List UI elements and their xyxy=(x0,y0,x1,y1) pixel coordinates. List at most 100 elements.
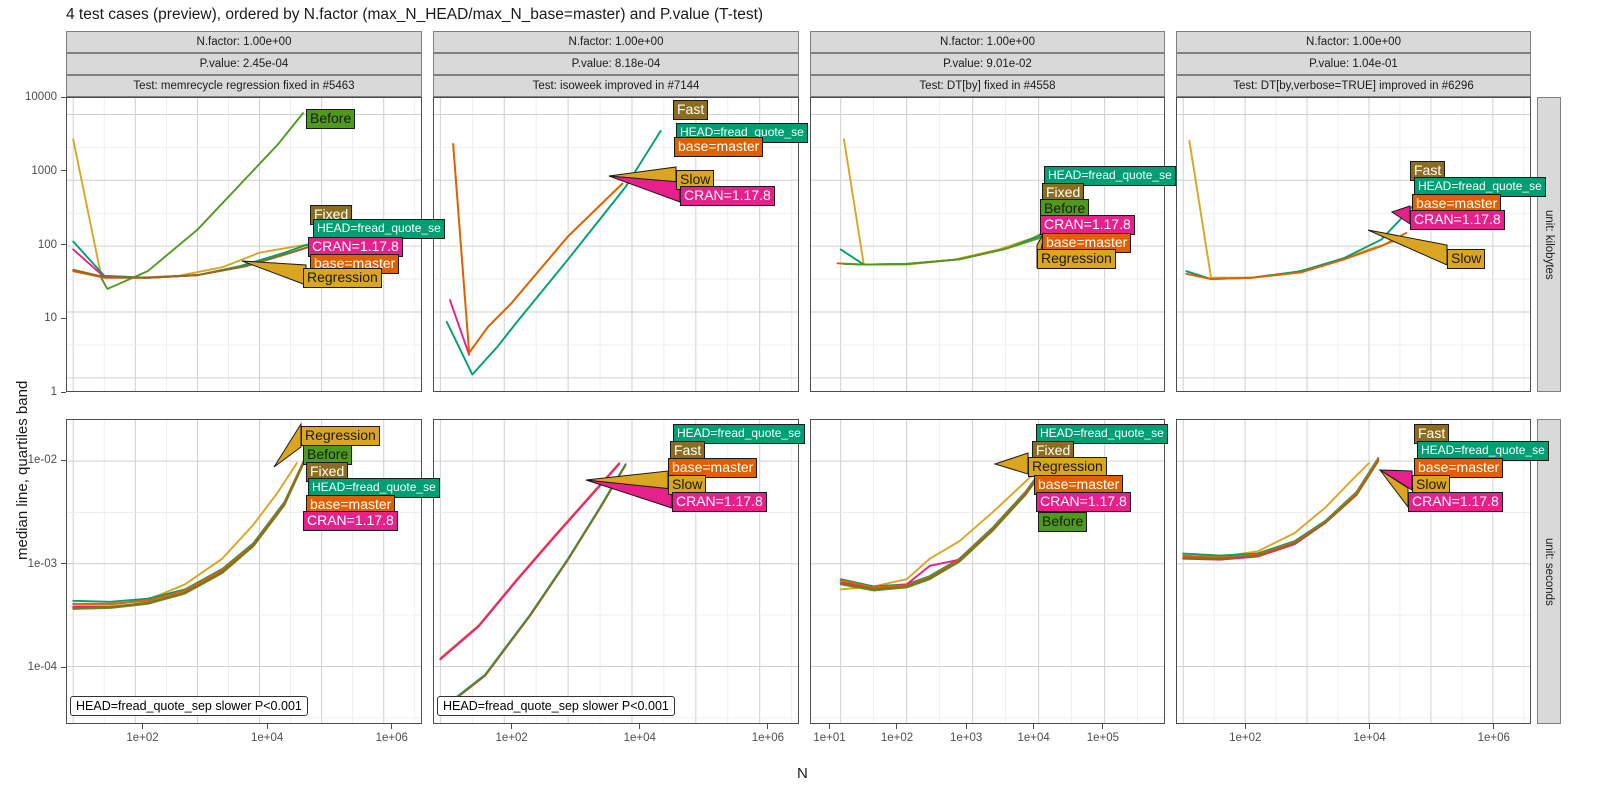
series-line xyxy=(72,456,308,608)
series-label-cran-1-17-8: CRAN=1.17.8 xyxy=(1040,215,1135,235)
x-tick-mark xyxy=(1368,724,1370,729)
facet-strip-test-col1: Test: memrecycle regression fixed in #54… xyxy=(66,75,422,97)
x-tick-mark xyxy=(639,724,641,729)
facet-panel-r2-c1[interactable] xyxy=(66,419,422,724)
series-label-base-master: base=master xyxy=(668,458,758,478)
series-label-regression: Regression xyxy=(303,268,382,288)
series-label-base-master: base=master xyxy=(674,137,764,157)
y-tick-mark xyxy=(61,459,66,461)
x-tick-mark xyxy=(896,724,898,729)
panel-footnote-col1: HEAD=fread_quote_sep slower P<0.001 xyxy=(70,696,308,716)
series-line xyxy=(839,457,1053,591)
series-line xyxy=(1182,458,1380,559)
x-tick-mark xyxy=(829,724,831,729)
series-line xyxy=(452,143,624,354)
x-tick-mark xyxy=(767,724,769,729)
y-tick-label: 1000 xyxy=(31,164,57,177)
facet-strip-p-value-col3: P.value: 9.01e-02 xyxy=(810,53,1165,75)
series-line xyxy=(1182,460,1380,560)
y-tick-label: 1 xyxy=(50,386,57,398)
y-tick-mark xyxy=(61,244,66,245)
x-tick-label: 1e+04 xyxy=(1353,732,1386,744)
x-axis-label: N xyxy=(797,765,808,782)
series-label-before: Before xyxy=(306,109,356,129)
series-label-cran-1-17-8: CRAN=1.17.8 xyxy=(680,186,775,206)
series-line xyxy=(439,463,621,661)
series-line xyxy=(100,112,304,290)
series-line xyxy=(452,143,624,354)
x-tick-label: 1e+02 xyxy=(495,732,528,744)
y-tick-label: 1e-03 xyxy=(27,557,57,570)
y-tick-label: 100 xyxy=(37,238,57,251)
facet-strip-n-factor-col4: N.factor: 1.00e+00 xyxy=(1176,31,1531,53)
x-tick-label: 1e+02 xyxy=(1229,732,1262,744)
series-label-before: Before xyxy=(1040,199,1090,219)
facet-panel-r2-c3[interactable] xyxy=(810,419,1165,724)
y-tick-label: 1e-02 xyxy=(27,454,57,467)
facet-panel-r1-c4[interactable] xyxy=(1176,97,1531,392)
series-label-fixed: Fixed xyxy=(1032,441,1075,461)
series-label-regression: Regression xyxy=(1028,457,1107,477)
series-label-cran-1-17-8: CRAN=1.17.8 xyxy=(303,511,398,531)
series-label-cran-1-17-8: CRAN=1.17.8 xyxy=(1410,210,1505,230)
panel-footnote-col2: HEAD=fread_quote_sep slower P<0.001 xyxy=(437,696,675,716)
series-line xyxy=(72,456,308,609)
x-tick-mark xyxy=(511,724,513,729)
series-label-regression: Regression xyxy=(1037,249,1116,269)
series-label-fixed: Fixed xyxy=(1042,183,1085,203)
series-line xyxy=(1182,459,1380,561)
facet-strip-n-factor-col1: N.factor: 1.00e+00 xyxy=(66,31,422,53)
facet-strip-test-col3: Test: DT[by] fixed in #4558 xyxy=(810,75,1165,97)
series-label-base-master: base=master xyxy=(1034,475,1124,495)
series-label-before: Before xyxy=(1038,512,1088,532)
y-axis-label: median line, quartiles band xyxy=(14,380,31,560)
facet-strip-test-col4: Test: DT[by,verbose=TRUE] improved in #6… xyxy=(1176,75,1531,97)
x-tick-label: 1e+06 xyxy=(1477,732,1510,744)
series-label-cran-1-17-8: CRAN=1.17.8 xyxy=(1036,492,1131,512)
facet-strip-n-factor-col2: N.factor: 1.00e+00 xyxy=(433,31,799,53)
series-label-fixed: Fixed xyxy=(306,462,349,482)
facet-strip-p-value-col1: P.value: 2.45e-04 xyxy=(66,53,422,75)
y-tick-label: 10 xyxy=(44,312,57,325)
series-label-cran-1-17-8: CRAN=1.17.8 xyxy=(672,492,767,512)
x-tick-mark xyxy=(1102,724,1104,729)
facet-strip-n-factor-col3: N.factor: 1.00e+00 xyxy=(810,31,1165,53)
series-label-base-master: base=master xyxy=(1042,233,1132,253)
page-title: 4 test cases (preview), ordered by N.fac… xyxy=(66,6,764,23)
series-label-slow: Slow xyxy=(1447,249,1486,269)
x-tick-label: 1e+04 xyxy=(250,732,284,744)
series-label-regression: Regression xyxy=(301,426,380,446)
y-tick-label: 10000 xyxy=(25,91,57,103)
series-line xyxy=(1185,205,1414,281)
x-tick-label: 1e+02 xyxy=(880,732,914,744)
facet-strip-test-col2: Test: isoweek improved in #7144 xyxy=(433,75,799,97)
y-tick-mark xyxy=(61,666,66,668)
x-tick-mark xyxy=(965,724,967,729)
y-tick-mark xyxy=(61,563,66,565)
series-line xyxy=(439,464,627,712)
x-tick-label: 1e+02 xyxy=(126,732,159,744)
series-line xyxy=(72,241,323,279)
series-label-fast: Fast xyxy=(1414,424,1450,444)
series-line xyxy=(439,463,627,711)
series-line xyxy=(439,462,621,660)
series-line xyxy=(1185,232,1408,281)
x-tick-label: 1e+03 xyxy=(950,732,983,744)
series-line xyxy=(72,455,308,603)
y-tick-mark xyxy=(61,170,66,172)
y-tick-mark xyxy=(61,391,66,393)
x-tick-mark xyxy=(1244,724,1246,729)
x-tick-mark xyxy=(391,724,393,729)
series-label-base-master: base=master xyxy=(1412,194,1502,214)
series-label-head-fread-quote-se: HEAD=fread_quote_se xyxy=(673,424,805,444)
x-tick-mark xyxy=(142,724,144,729)
series-label-head-fread-quote-se: HEAD=fread_quote_se xyxy=(313,219,445,239)
series-label-fast: Fast xyxy=(670,441,706,461)
x-tick-mark xyxy=(1033,724,1035,729)
series-label-fast: Fast xyxy=(673,100,709,120)
facet-panel-r1-c3[interactable] xyxy=(810,97,1165,392)
series-label-slow: Slow xyxy=(1412,475,1451,495)
x-tick-label: 1e+04 xyxy=(1017,732,1050,744)
y-tick-mark xyxy=(61,96,66,98)
